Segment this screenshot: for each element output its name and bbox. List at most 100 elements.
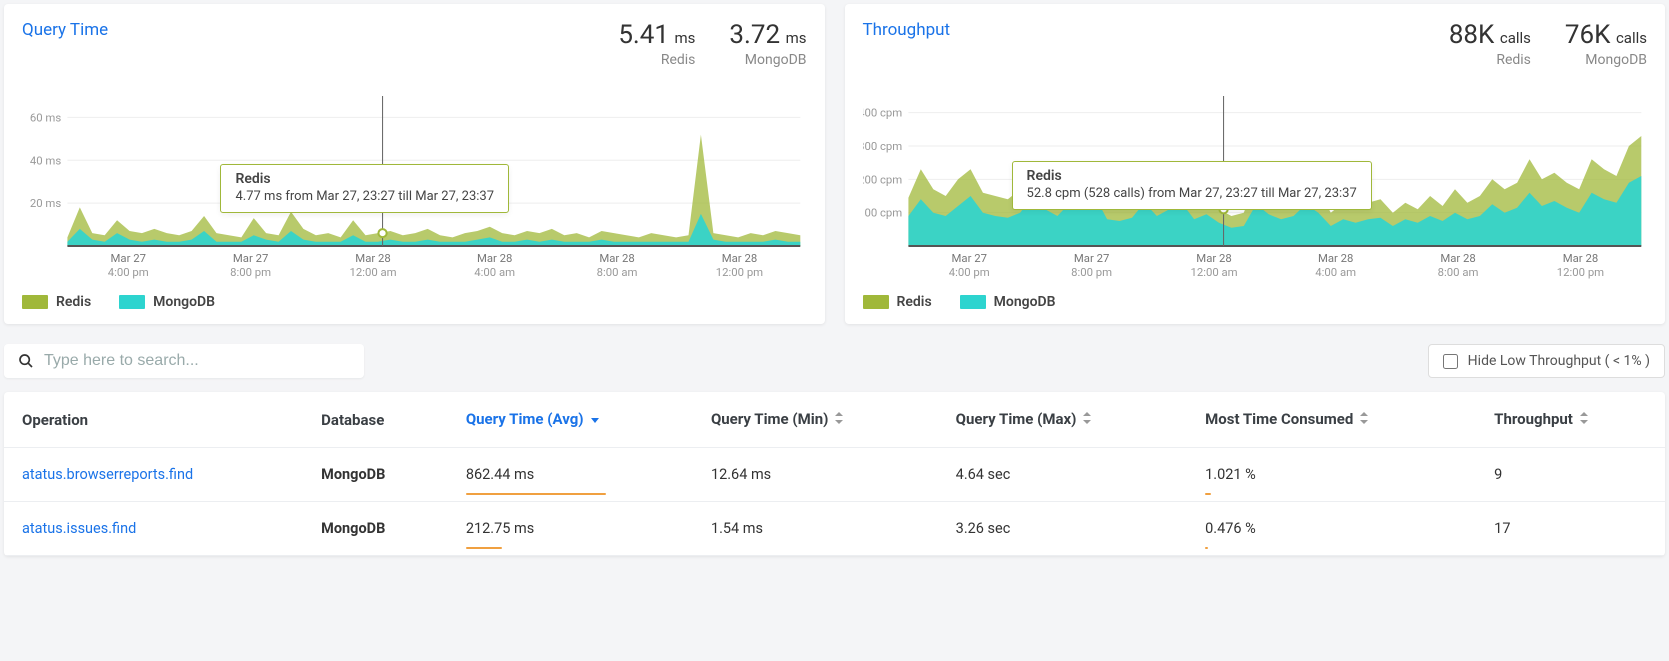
metric-redis: 88K calls Redis: [1449, 20, 1531, 68]
hide-low-throughput-toggle[interactable]: Hide Low Throughput ( < 1% ): [1428, 344, 1665, 378]
search-input[interactable]: [44, 352, 350, 370]
column-label: Query Time (Avg): [466, 410, 584, 428]
metric-mongodb: 76K calls MongoDB: [1565, 20, 1647, 68]
metric-value: 76K: [1565, 20, 1611, 50]
mtc-value: 1.021 %: [1205, 466, 1256, 483]
metric-group: 88K calls Redis 76K calls MongoDB: [1449, 20, 1647, 68]
cell-qtmin: 1.54 ms: [693, 502, 938, 556]
column-mtc[interactable]: Most Time Consumed: [1187, 392, 1476, 448]
legend-label: Redis: [897, 294, 932, 310]
metric-unit: calls: [1500, 29, 1531, 47]
cell-mtc: 1.021 %: [1187, 448, 1476, 502]
query-time-card: Query Time 5.41 ms Redis 3.72 ms MongoDB…: [4, 4, 825, 324]
svg-text:8:00 am: 8:00 am: [597, 266, 638, 279]
legend-swatch: [863, 295, 889, 309]
chart-area[interactable]: 20 ms40 ms60 msMar 274:00 pmMar 278:00 p…: [22, 96, 807, 286]
table-row: atatus.browserreports.findMongoDB862.44 …: [4, 448, 1665, 502]
operation-link[interactable]: atatus.issues.find: [22, 520, 136, 537]
metric-mongodb: 3.72 ms MongoDB: [729, 20, 806, 68]
svg-text:12:00 pm: 12:00 pm: [1556, 266, 1604, 279]
card-title[interactable]: Throughput: [863, 20, 951, 40]
chart-legend: Redis MongoDB: [22, 294, 807, 310]
qta-value: 862.44 ms: [466, 466, 534, 483]
cell-qtmax: 3.26 sec: [938, 502, 1187, 556]
controls-row: Hide Low Throughput ( < 1% ): [0, 340, 1669, 392]
legend-label: MongoDB: [994, 294, 1056, 310]
cell-database: MongoDB: [303, 502, 448, 556]
svg-text:Mar 27: Mar 27: [111, 252, 146, 265]
cell-qtmin: 12.64 ms: [693, 448, 938, 502]
legend-mongodb[interactable]: MongoDB: [119, 294, 215, 310]
legend-swatch: [22, 295, 48, 309]
sort-icon: [590, 411, 600, 429]
svg-text:300 cpm: 300 cpm: [863, 140, 902, 153]
svg-text:12:00 pm: 12:00 pm: [716, 266, 764, 279]
svg-text:20 ms: 20 ms: [30, 197, 62, 210]
svg-text:12:00 am: 12:00 am: [349, 266, 396, 279]
sort-icon: [1579, 411, 1589, 429]
cell-qtmax: 4.64 sec: [938, 448, 1187, 502]
table-header-row: Operation Database Query Time (Avg) Query T…: [4, 392, 1665, 448]
sort-icon: [834, 411, 844, 429]
legend-redis[interactable]: Redis: [22, 294, 91, 310]
operation-link[interactable]: atatus.browserreports.find: [22, 466, 193, 483]
svg-text:Mar 28: Mar 28: [1317, 252, 1352, 265]
chart-area[interactable]: 100 cpm200 cpm300 cpm400 cpmMar 274:00 p…: [863, 96, 1648, 286]
card-header: Throughput 88K calls Redis 76K calls Mon…: [863, 20, 1648, 68]
column-label: Operation: [22, 411, 88, 429]
svg-text:400 cpm: 400 cpm: [863, 107, 902, 120]
svg-text:Mar 27: Mar 27: [951, 252, 986, 265]
column-database: Database: [303, 392, 448, 448]
metric-group: 5.41 ms Redis 3.72 ms MongoDB: [618, 20, 806, 68]
legend-label: MongoDB: [153, 294, 215, 310]
column-qta[interactable]: Query Time (Avg): [448, 392, 693, 448]
metric-value: 3.72: [729, 20, 780, 50]
legend-label: Redis: [56, 294, 91, 310]
hide-checkbox[interactable]: [1443, 354, 1458, 369]
card-title[interactable]: Query Time: [22, 20, 108, 40]
cell-operation: atatus.browserreports.find: [4, 448, 303, 502]
charts-row: Query Time 5.41 ms Redis 3.72 ms MongoDB…: [0, 0, 1669, 340]
svg-text:4:00 am: 4:00 am: [474, 266, 515, 279]
svg-text:8:00 am: 8:00 am: [1437, 266, 1478, 279]
cell-throughput: 17: [1476, 502, 1665, 556]
column-label: Database: [321, 411, 384, 429]
svg-text:4:00 pm: 4:00 pm: [108, 266, 149, 279]
cell-qta: 212.75 ms: [448, 502, 693, 556]
search-box[interactable]: [4, 344, 364, 378]
database-name: MongoDB: [321, 520, 385, 537]
metric-label: Redis: [618, 52, 695, 68]
svg-text:Mar 28: Mar 28: [477, 252, 512, 265]
svg-text:60 ms: 60 ms: [30, 112, 62, 125]
column-qtmax[interactable]: Query Time (Max): [938, 392, 1187, 448]
metric-unit: ms: [786, 29, 807, 47]
mtc-value: 0.476 %: [1205, 520, 1256, 537]
column-qtmin[interactable]: Query Time (Min): [693, 392, 938, 448]
svg-text:8:00 pm: 8:00 pm: [230, 266, 271, 279]
metric-label: MongoDB: [1565, 52, 1647, 68]
legend-swatch: [960, 295, 986, 309]
sort-icon: [1359, 411, 1369, 429]
chart-legend: Redis MongoDB: [863, 294, 1648, 310]
throughput-card: Throughput 88K calls Redis 76K calls Mon…: [845, 4, 1666, 324]
svg-text:200 cpm: 200 cpm: [863, 173, 902, 186]
svg-text:4:00 am: 4:00 am: [1315, 266, 1356, 279]
legend-mongodb[interactable]: MongoDB: [960, 294, 1056, 310]
cell-qta: 862.44 ms: [448, 448, 693, 502]
column-label: Most Time Consumed: [1205, 410, 1353, 428]
column-operation: Operation: [4, 392, 303, 448]
metric-value: 88K: [1449, 20, 1495, 50]
svg-text:Mar 28: Mar 28: [1196, 252, 1231, 265]
metric-label: MongoDB: [729, 52, 806, 68]
operations-table-card: Operation Database Query Time (Avg) Query T…: [4, 392, 1665, 556]
cell-throughput: 9: [1476, 448, 1665, 502]
column-thr[interactable]: Throughput: [1476, 392, 1665, 448]
cell-operation: atatus.issues.find: [4, 502, 303, 556]
card-header: Query Time 5.41 ms Redis 3.72 ms MongoDB: [22, 20, 807, 68]
legend-swatch: [119, 295, 145, 309]
metric-unit: ms: [675, 29, 696, 47]
svg-text:Mar 28: Mar 28: [1440, 252, 1475, 265]
search-icon: [18, 353, 34, 369]
metric-unit: calls: [1616, 29, 1647, 47]
legend-redis[interactable]: Redis: [863, 294, 932, 310]
